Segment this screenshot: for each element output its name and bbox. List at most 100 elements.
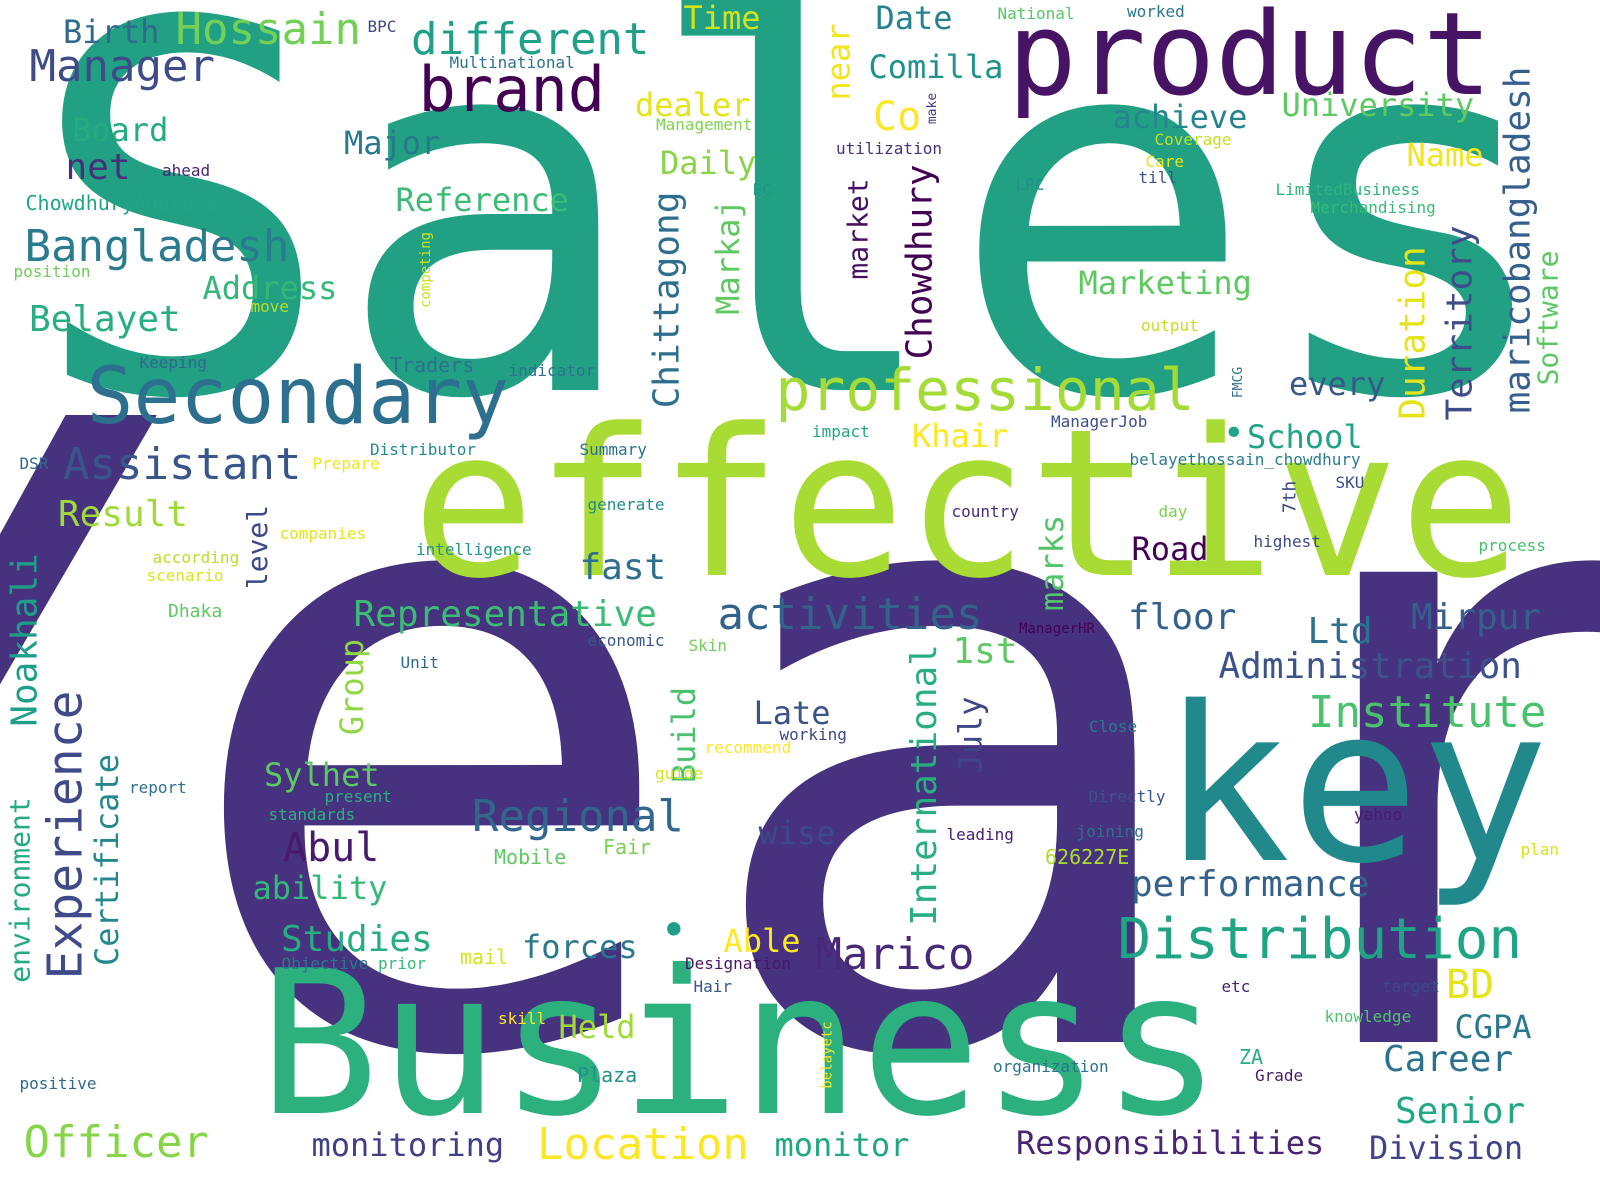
word: economic: [587, 631, 665, 650]
word: Officer: [23, 1117, 209, 1168]
word: Abul: [283, 825, 380, 871]
word: Bangladesh: [24, 221, 290, 272]
word: 7th: [1278, 480, 1300, 514]
word: Mobile: [494, 845, 567, 869]
word: different: [411, 14, 650, 65]
word: Name: [1406, 136, 1484, 174]
word: •: [660, 903, 688, 957]
word: standards: [268, 805, 356, 824]
word: belayethossain_chowdhury: [1129, 450, 1361, 469]
word: Regional: [472, 791, 684, 842]
word: Date: [875, 0, 953, 37]
word: Time: [683, 0, 761, 37]
word: Major: [344, 124, 441, 162]
word: Representative: [353, 594, 657, 635]
word: Noakhali: [4, 553, 46, 727]
word: skill: [498, 1009, 547, 1028]
word: Fair: [603, 835, 652, 859]
word: ChowdhuryAddress: [25, 191, 219, 215]
word: Business: [258, 928, 1222, 1161]
word: fast: [579, 547, 667, 588]
word: Birth: [63, 13, 160, 51]
word: Distributor: [370, 440, 476, 459]
word: Secondary: [86, 352, 510, 442]
word: position: [13, 262, 91, 281]
word: achieve: [1112, 98, 1248, 136]
word: Territory: [1439, 225, 1481, 421]
word: scenario: [146, 566, 224, 585]
word: Career: [1383, 1039, 1514, 1080]
word: Year: [0, 244, 1600, 1200]
word: Merchandising: [1310, 198, 1436, 217]
word: Prepare: [312, 454, 380, 473]
word: near: [819, 23, 858, 101]
word: plan: [1520, 840, 1560, 859]
word: Address: [202, 269, 338, 307]
word: etc: [1221, 977, 1251, 996]
word: Institute: [1308, 687, 1547, 738]
word: DSR: [19, 454, 49, 473]
word: process: [1478, 536, 1546, 555]
word: Division: [1369, 1129, 1524, 1167]
word: market: [841, 178, 875, 280]
word: Manager: [29, 41, 215, 92]
word: ManagerJob: [1051, 412, 1148, 431]
word: Experience: [36, 690, 93, 980]
word: Chittagong: [645, 191, 687, 409]
word: working: [779, 725, 847, 744]
word: School: [1247, 418, 1363, 456]
word: target: [1382, 977, 1440, 996]
word: Care: [1145, 152, 1185, 171]
word: Keeping: [139, 353, 207, 372]
word: •: [1223, 413, 1245, 454]
word: Coverage: [1154, 130, 1232, 149]
word: Co: [873, 94, 922, 140]
word: Unit: [400, 653, 440, 672]
word: mail: [460, 945, 509, 969]
word: recommend: [704, 738, 792, 757]
word: Ltd: [1307, 611, 1373, 652]
word: worked: [1127, 2, 1185, 21]
word: LimitedBusiness: [1275, 180, 1421, 199]
word: Road: [1131, 530, 1209, 568]
word: ahead: [162, 161, 211, 180]
word: Skin: [688, 636, 728, 655]
word: 626227E: [1045, 845, 1130, 869]
word: impact: [812, 422, 870, 441]
word: Responsibilities: [1016, 1124, 1325, 1162]
word: Held: [558, 1008, 636, 1046]
word: Board: [72, 111, 169, 149]
word: environment: [3, 797, 37, 983]
word: dealer: [635, 86, 751, 124]
word: Hossain: [175, 4, 361, 55]
word: July: [951, 696, 990, 774]
word: highest: [1253, 532, 1321, 551]
word: net: [65, 147, 131, 188]
word: yahoo: [1354, 805, 1403, 824]
word: CGPA: [1454, 1008, 1532, 1046]
word: University: [1281, 86, 1475, 124]
word: Assistant: [63, 439, 302, 490]
word: Software: [1530, 250, 1564, 386]
word: Administration: [1218, 646, 1522, 687]
word: BPC: [367, 17, 397, 36]
word: day: [1158, 502, 1188, 521]
word: make: [924, 92, 940, 124]
word: ManagerHR: [1019, 621, 1095, 637]
word: Senior: [1395, 1091, 1526, 1132]
word: level: [241, 504, 275, 590]
word: joining: [1076, 822, 1144, 841]
word: SKU: [1335, 473, 1365, 492]
word: wise: [758, 814, 836, 852]
word: generate: [587, 495, 665, 514]
word: Marico: [815, 929, 975, 980]
word: 1st: [952, 631, 1018, 672]
word: National: [997, 4, 1075, 23]
word: every: [1289, 365, 1386, 403]
word: companies: [279, 524, 367, 543]
word: key: [1161, 659, 1550, 911]
word: intelligence: [416, 540, 532, 559]
word: Grade: [1255, 1066, 1304, 1085]
word: ZA: [1239, 1045, 1264, 1069]
